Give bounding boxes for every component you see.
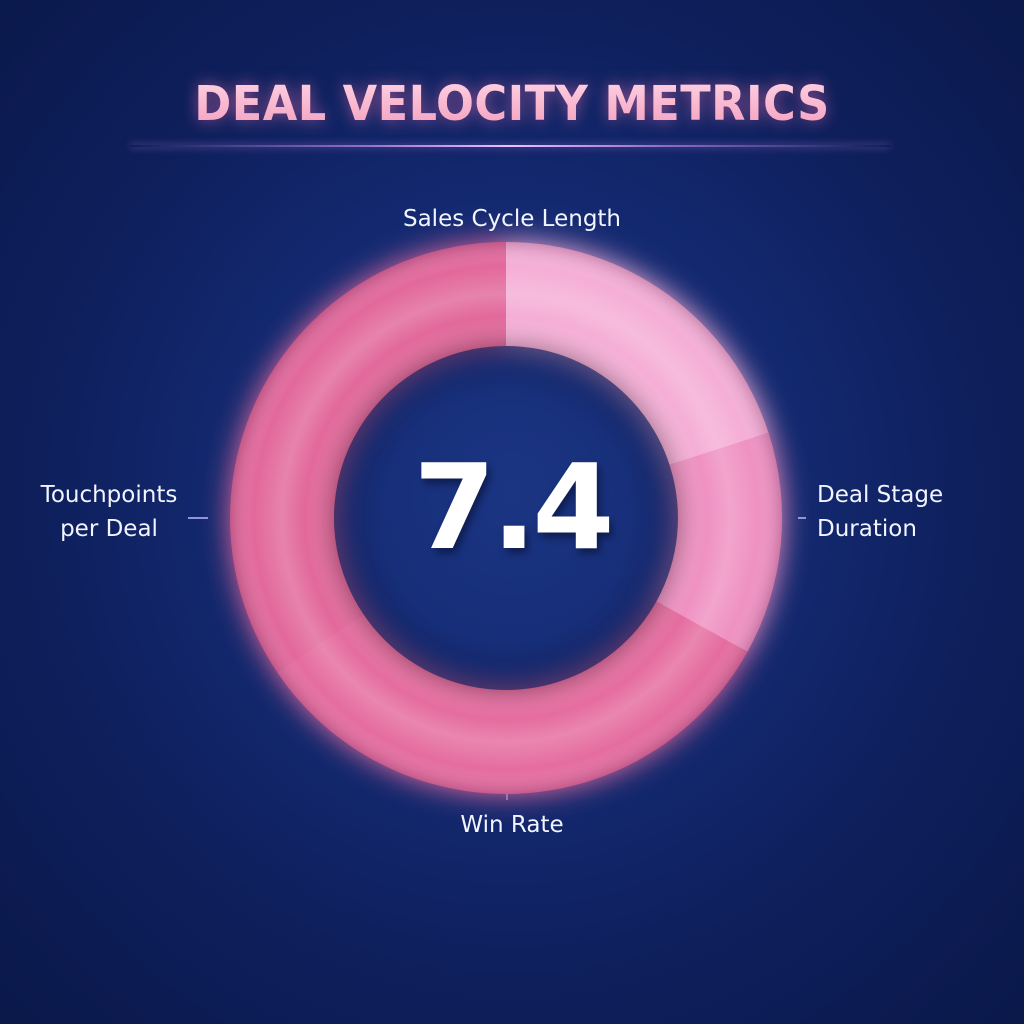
label-deal-stage-duration-line2: Duration <box>817 516 917 542</box>
ring-hole <box>334 346 678 690</box>
ring-shading <box>229 242 782 794</box>
label-touchpoints-per-deal-line1: Touchpoints <box>40 482 178 508</box>
label-sales-cycle-length: Sales Cycle Length <box>402 206 622 232</box>
center-value: 7.4 <box>413 438 614 576</box>
label-touchpoints-per-deal-line2: per Deal <box>60 516 158 542</box>
label-deal-stage-duration: Deal Stage Duration <box>817 478 943 546</box>
title-divider <box>130 145 890 147</box>
label-deal-stage-duration-line1: Deal Stage <box>817 482 944 508</box>
label-win-rate: Win Rate <box>460 812 564 838</box>
chart-title: DEAL VELOCITY METRICS <box>36 76 988 132</box>
label-touchpoints-per-deal: Touchpoints per Deal <box>22 478 196 546</box>
